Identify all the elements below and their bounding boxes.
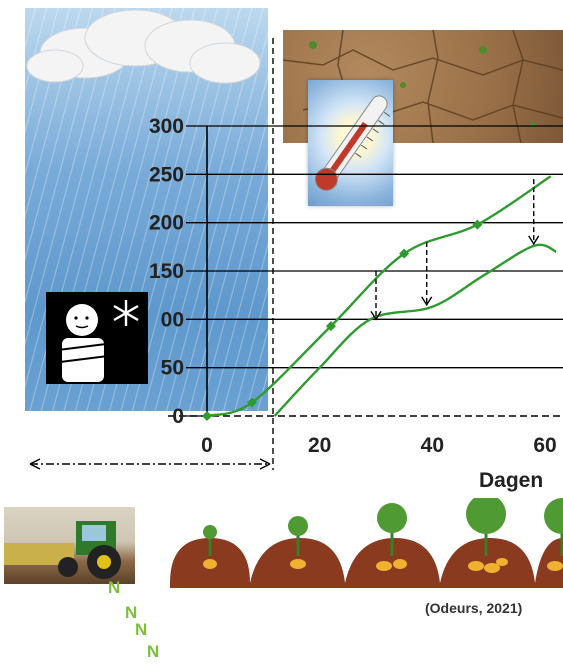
tractor-image [4,507,135,584]
snowflake-icon [113,300,139,326]
source-citation: (Odeurs, 2021) [425,600,523,616]
nitrogen-symbol: N [147,642,160,661]
x-tick-label: 40 [421,434,444,457]
series-line-1 [206,175,552,418]
x-tick-label: 20 [308,434,331,457]
data-point [202,411,212,421]
data-point [399,248,410,259]
y-tick-label: 150 [149,260,184,283]
thermometer-sun-icon [308,80,393,206]
x-axis-title: Dagen [479,469,543,492]
potato-plant-icon [203,498,563,573]
y-tick-label: 0 [172,405,184,428]
nitrogen-symbol: N [108,578,121,597]
potato-plant-row [170,498,563,588]
y-tick-label: 50 [161,357,184,380]
data-point [325,321,336,332]
y-tick-label: 300 [149,115,184,138]
x-tick-label: 0 [201,434,213,457]
x-tick-label: 60 [533,434,556,457]
tractor-icon [4,521,121,579]
nitrogen-symbol: N [125,603,138,622]
gap-arrow-head [528,235,540,246]
data-point [247,397,258,408]
nitrogen-symbol: N [135,620,148,639]
cold-person-icon [46,292,148,384]
rain-image [25,8,268,411]
gap-arrow-head [370,310,382,321]
y-tick-label: 200 [149,212,184,235]
series-line-2 [273,243,557,417]
gap-arrow-head [421,296,433,307]
y-tick-label: 00 [161,308,184,331]
y-tick-label: 250 [149,163,184,186]
data-point [472,219,483,230]
rain-cloud-icon [26,9,261,84]
